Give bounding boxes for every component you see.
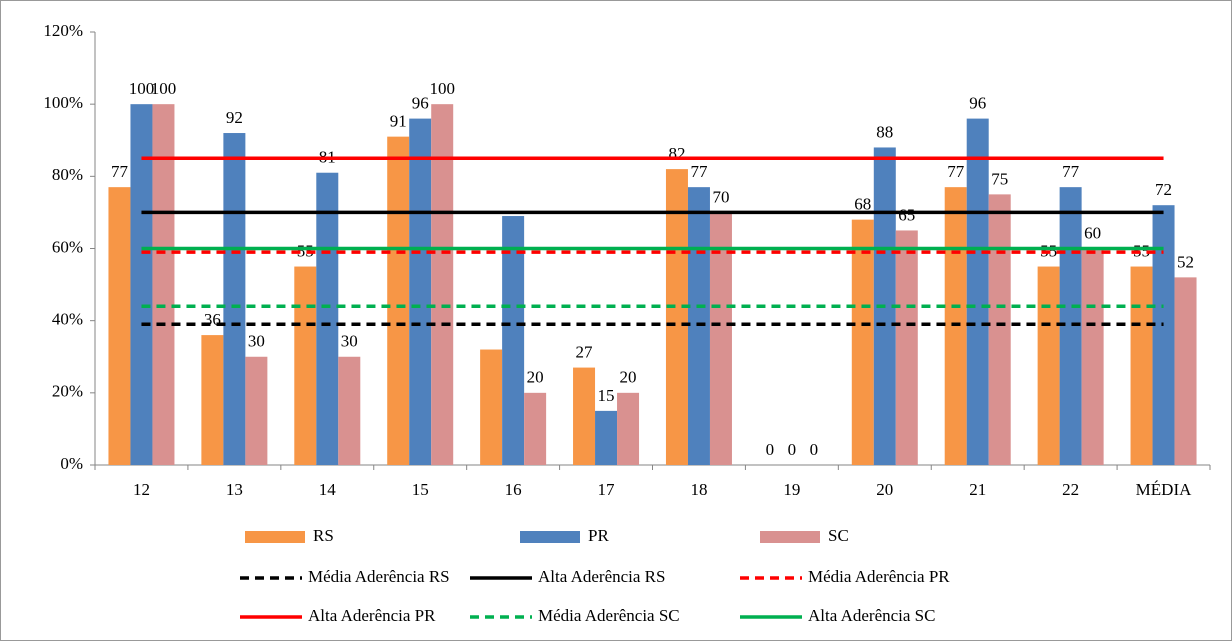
legend-label: Alta Aderência RS (538, 567, 665, 586)
bar (294, 266, 317, 465)
data-label: 100 (129, 79, 155, 98)
legend-label: PR (588, 526, 609, 545)
bar (201, 335, 224, 465)
bar (709, 212, 732, 465)
bar (130, 104, 153, 466)
x-tick-label: 22 (1062, 480, 1079, 499)
bar (1152, 205, 1175, 465)
bar (1081, 248, 1104, 465)
x-tick-label: 21 (969, 480, 986, 499)
bar (1059, 187, 1082, 466)
data-label: 65 (898, 205, 915, 224)
data-label: 20 (527, 368, 544, 387)
legend-label: RS (313, 526, 334, 545)
data-label: 27 (576, 342, 594, 361)
legend-label: Média Aderência SC (538, 606, 680, 625)
data-label: 0 (788, 440, 797, 459)
data-label: 60 (1084, 223, 1101, 242)
data-label: 100 (429, 79, 455, 98)
legend-label: Média Aderência PR (808, 567, 950, 586)
data-label: 30 (248, 332, 265, 351)
bar (595, 410, 618, 465)
bar (409, 118, 432, 465)
x-tick-label: 12 (133, 480, 150, 499)
legend-label: Alta Aderência PR (308, 606, 436, 625)
data-label: 75 (991, 169, 1008, 188)
data-label: 88 (876, 122, 893, 141)
y-tick-label: 40% (52, 310, 83, 329)
data-label: 92 (226, 108, 243, 127)
legend-swatch (760, 531, 820, 543)
data-label: 52 (1177, 252, 1194, 271)
bar (895, 230, 918, 465)
x-tick-label: MÉDIA (1136, 480, 1192, 499)
data-label: 96 (969, 94, 986, 113)
y-tick-label: 0% (60, 454, 83, 473)
bar (431, 104, 454, 466)
y-tick-label: 100% (43, 93, 83, 112)
y-tick-label: 80% (52, 165, 83, 184)
x-tick-label: 20 (876, 480, 893, 499)
data-label: 70 (712, 187, 729, 206)
x-tick-label: 18 (690, 480, 707, 499)
x-tick-label: 14 (319, 480, 337, 499)
bar (502, 216, 525, 465)
legend-label: SC (828, 526, 849, 545)
bar (687, 187, 710, 466)
bar (1037, 266, 1060, 465)
data-label: 55 (1133, 241, 1150, 260)
bar (988, 194, 1011, 465)
data-label: 72 (1155, 180, 1172, 199)
legend-swatch (520, 531, 580, 543)
bar (851, 219, 874, 465)
y-tick-label: 120% (43, 21, 83, 40)
bar (524, 392, 547, 465)
bar (108, 187, 131, 466)
bar (1130, 266, 1153, 465)
bar (944, 187, 967, 466)
data-label: 55 (297, 241, 314, 260)
data-label: 96 (412, 94, 429, 113)
x-tick-label: 16 (505, 480, 522, 499)
data-label: 91 (390, 112, 407, 131)
data-label: 30 (341, 332, 358, 351)
bar (338, 356, 361, 465)
bar (223, 133, 246, 466)
bar (152, 104, 175, 466)
bar (966, 118, 989, 465)
bar (665, 169, 688, 465)
bar (245, 356, 268, 465)
x-tick-label: 17 (598, 480, 616, 499)
legend-label: Média Aderência RS (308, 567, 450, 586)
data-label: 15 (598, 386, 615, 405)
data-label: 77 (690, 162, 708, 181)
data-label: 36 (204, 310, 221, 329)
bar (480, 349, 503, 465)
legend-swatch (245, 531, 305, 543)
data-label: 0 (766, 440, 775, 459)
data-label: 100 (151, 79, 177, 98)
x-tick-label: 13 (226, 480, 243, 499)
bar (1174, 277, 1197, 465)
bar (617, 392, 640, 465)
y-tick-label: 60% (52, 237, 83, 256)
data-label: 77 (947, 162, 965, 181)
bar (387, 136, 410, 465)
bar (573, 367, 596, 465)
data-label: 77 (111, 162, 129, 181)
data-label: 68 (854, 195, 871, 214)
x-tick-label: 19 (783, 480, 800, 499)
data-label: 0 (810, 440, 819, 459)
data-label: 82 (668, 144, 685, 163)
x-tick-label: 15 (412, 480, 429, 499)
legend-label: Alta Aderência SC (808, 606, 935, 625)
data-label: 77 (1062, 162, 1080, 181)
data-label: 20 (620, 368, 637, 387)
bar (316, 172, 339, 465)
y-tick-label: 20% (52, 382, 83, 401)
